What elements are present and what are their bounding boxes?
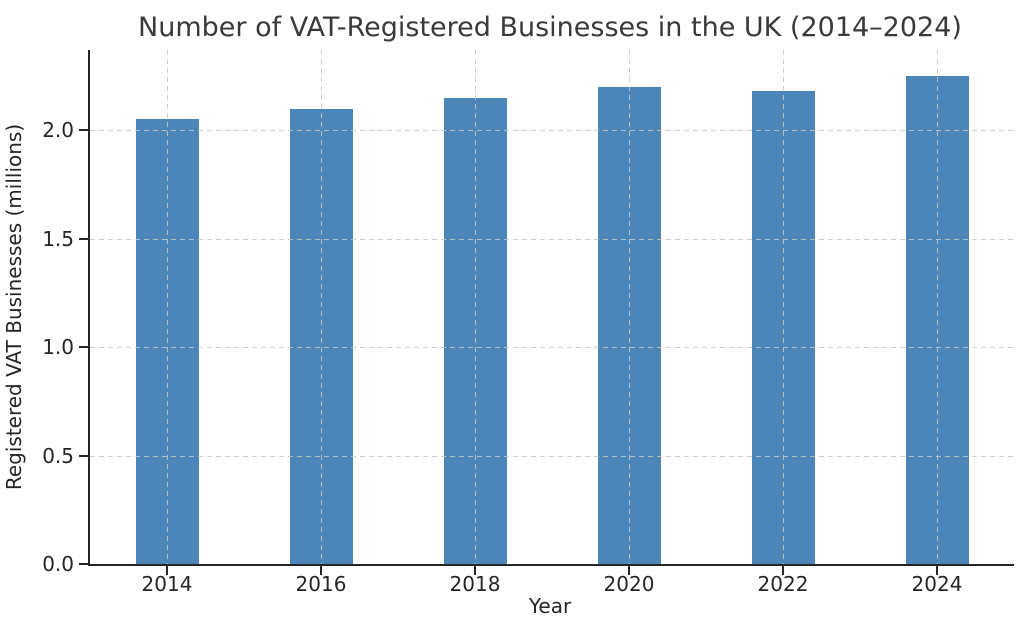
x-tick-label: 2016	[295, 572, 347, 596]
x-tick-label: 2014	[141, 572, 193, 596]
y-tick-label: 0.0	[42, 552, 74, 576]
y-tick-mark	[79, 454, 88, 457]
y-tick-label: 1.0	[42, 335, 74, 360]
plot-area: 0.0 0.5 1.0 1.5 2.0 2014 2016 2018 2020 2022 2024	[42, 50, 1014, 596]
chart-title: Number of VAT-Registered Businesses in t…	[138, 12, 962, 43]
x-tick-mark	[474, 566, 476, 575]
y-axis-label: Registered VAT Businesses (millions)	[2, 123, 26, 491]
y-tick-mark	[79, 129, 88, 132]
x-tick-mark	[628, 566, 630, 575]
vertical-gridline	[629, 50, 630, 564]
horizontal-gridline	[90, 238, 1014, 240]
vertical-gridline	[321, 50, 322, 564]
horizontal-gridline	[90, 347, 1014, 349]
x-tick-label: 2022	[757, 572, 809, 596]
horizontal-gridline	[90, 130, 1014, 132]
y-tick-mark	[79, 346, 88, 349]
x-tick-mark	[936, 566, 938, 575]
x-tick-mark	[782, 566, 784, 575]
y-tick-mark	[79, 563, 88, 565]
x-tick-label: 2018	[449, 572, 501, 596]
y-tick-label: 0.5	[42, 443, 74, 468]
x-tick-mark	[166, 566, 168, 575]
vertical-gridline	[475, 50, 476, 564]
vertical-gridline	[937, 50, 938, 564]
x-axis-label: Year	[528, 594, 572, 618]
y-tick-label: 2.0	[42, 118, 74, 143]
x-tick-mark	[320, 566, 322, 575]
vertical-gridline	[783, 50, 784, 564]
x-tick-label: 2024	[911, 572, 963, 596]
y-tick-label: 1.5	[42, 226, 74, 251]
x-tick-label: 2020	[603, 572, 655, 596]
horizontal-gridline	[90, 455, 1014, 457]
vertical-gridline	[167, 50, 168, 564]
y-tick-mark	[79, 237, 88, 240]
